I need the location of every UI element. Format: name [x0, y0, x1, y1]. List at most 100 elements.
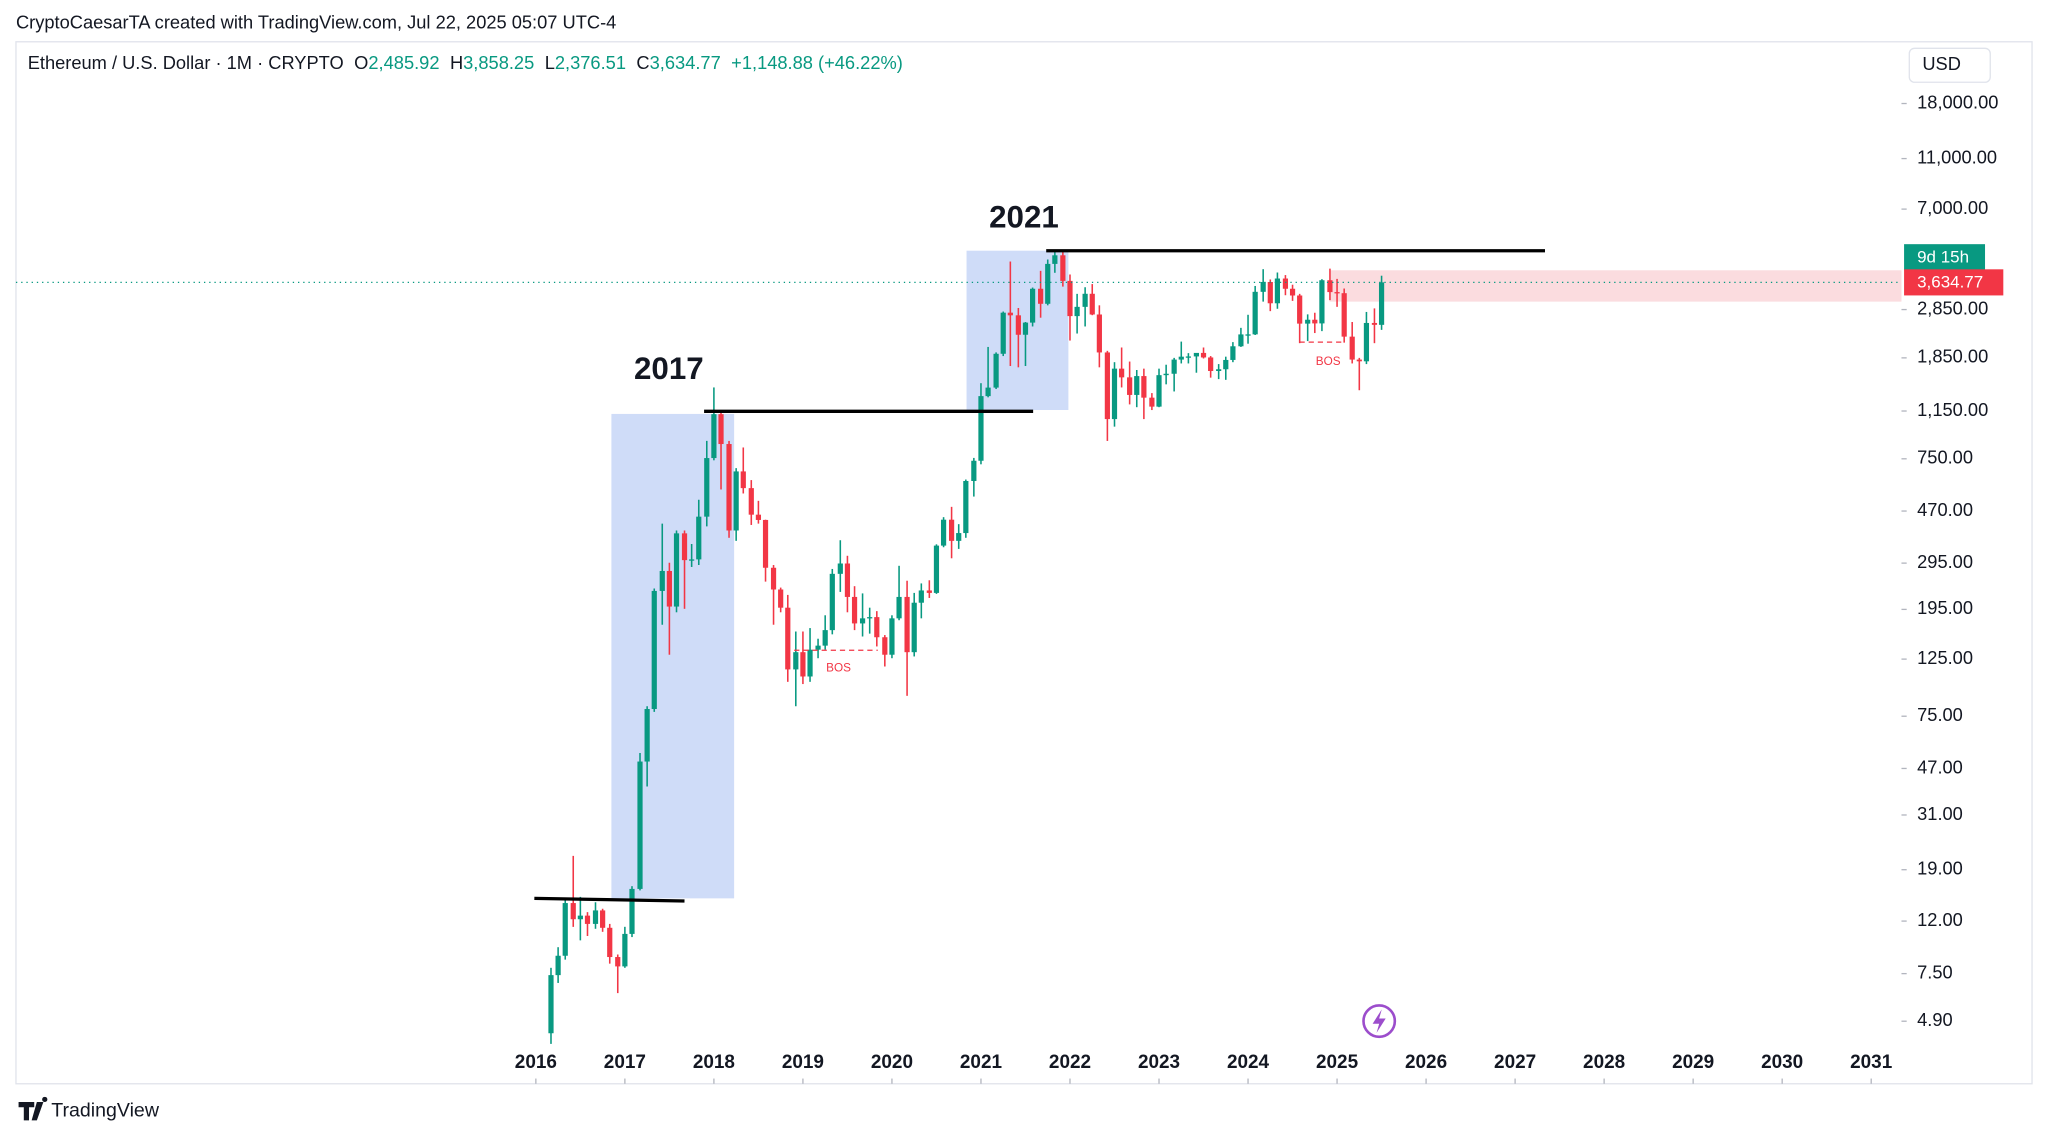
- x-tick-label: 2018: [693, 1052, 735, 1073]
- candle-body: [1252, 291, 1258, 335]
- candle-body: [985, 387, 991, 397]
- x-tick-label: 2025: [1316, 1052, 1358, 1073]
- candle-body: [793, 652, 799, 670]
- assistant-icon-bolt: [1372, 1009, 1386, 1033]
- x-tick-label: 2030: [1761, 1052, 1803, 1073]
- candle-body: [726, 444, 732, 531]
- candle-body: [829, 573, 835, 631]
- change: +1,148.88 (+46.22%): [731, 52, 903, 73]
- candle-body: [785, 607, 791, 670]
- x-tick-label: 2017: [604, 1052, 646, 1073]
- candle-body: [859, 618, 866, 624]
- candle-body: [1134, 376, 1140, 395]
- candle-body: [918, 590, 924, 603]
- candle-body: [1156, 375, 1162, 407]
- candle-body: [1074, 306, 1080, 317]
- y-tick-label: 7,000.00: [1917, 197, 1988, 218]
- candle-body: [800, 652, 806, 677]
- candle-body: [607, 927, 613, 958]
- candle-body: [807, 649, 813, 677]
- candle-body: [837, 563, 843, 574]
- x-tick-label: 2016: [515, 1052, 557, 1073]
- candle-body: [1052, 255, 1058, 264]
- candle-body: [815, 645, 821, 650]
- x-tick-label: 2029: [1672, 1052, 1714, 1073]
- candle-body: [592, 910, 599, 924]
- candle-body: [1200, 352, 1207, 358]
- candle-body: [1193, 352, 1199, 357]
- low-value: 2,376.51: [555, 52, 626, 73]
- candle-body: [1223, 359, 1229, 370]
- cycle-box-2017: [611, 413, 735, 899]
- cycle-label: 2021: [989, 200, 1059, 235]
- y-tick-label: 125.00: [1917, 647, 1973, 668]
- candle-body: [1045, 263, 1051, 304]
- candle-body: [1163, 373, 1169, 376]
- candle-body: [940, 519, 947, 546]
- candle-body: [1015, 315, 1021, 335]
- y-tick-label: 31.00: [1917, 803, 1963, 824]
- candle-body: [673, 533, 680, 607]
- bos-label: BOS: [826, 662, 851, 675]
- candle-body: [1267, 281, 1273, 304]
- candle-body: [762, 519, 769, 568]
- candle-body: [562, 903, 568, 956]
- candle-body: [1141, 376, 1147, 398]
- candle-body: [659, 570, 665, 591]
- last-price-label: 3,634.77: [1917, 273, 1983, 292]
- candle-body: [1149, 397, 1155, 407]
- candle-body: [1378, 282, 1385, 325]
- y-tick-label: 75.00: [1917, 704, 1963, 725]
- resistance-zone: [1329, 270, 1902, 302]
- x-tick-label: 2028: [1583, 1052, 1625, 1073]
- y-tick-label: 7.50: [1917, 961, 1953, 982]
- countdown: 9d 15h: [1917, 247, 1969, 266]
- candle-body: [948, 519, 955, 541]
- candle-body: [822, 630, 828, 646]
- y-tick-label: 12.00: [1917, 909, 1963, 930]
- candle-body: [1349, 336, 1355, 360]
- candle-body: [874, 617, 880, 638]
- candle-body: [644, 708, 650, 762]
- currency[interactable]: USD: [1922, 53, 1961, 74]
- currency-button[interactable]: [1908, 47, 1991, 83]
- candle-body: [1312, 319, 1318, 324]
- candle-body: [748, 488, 754, 515]
- candle-body: [1363, 322, 1370, 362]
- candle-body: [1282, 278, 1289, 289]
- candle-body: [584, 915, 591, 924]
- y-tick-label: 750.00: [1917, 447, 1973, 468]
- candle-body: [733, 471, 739, 531]
- candle-body: [555, 955, 561, 976]
- symbol: Ethereum / U.S. Dollar · 1M · CRYPTO: [28, 52, 344, 73]
- candle-body: [993, 353, 999, 388]
- y-tick-label: 11,000.00: [1917, 146, 1997, 167]
- open-value: 2,485.92: [368, 52, 439, 73]
- y-tick-label: 1,850.00: [1917, 346, 1988, 367]
- candle-body: [1245, 334, 1251, 336]
- candle-body: [1007, 312, 1013, 316]
- candle-body: [1216, 369, 1222, 372]
- candle-body: [577, 915, 583, 920]
- y-tick-label: 195.00: [1917, 597, 1973, 618]
- candle-body: [1341, 293, 1347, 337]
- assistant-icon[interactable]: [1362, 1004, 1397, 1039]
- y-tick-label: 2,850.00: [1917, 297, 1988, 318]
- candle-body: [1260, 281, 1266, 292]
- candle-body: [1289, 288, 1296, 296]
- candle-body: [904, 596, 910, 653]
- candle-body: [844, 563, 851, 597]
- footer-brand: TradingView: [51, 1099, 160, 1121]
- candle-body: [1082, 293, 1088, 307]
- x-tick-label: 2023: [1138, 1052, 1180, 1073]
- candle-body: [1297, 295, 1303, 324]
- candle-body: [1060, 255, 1066, 281]
- candle-body: [711, 414, 717, 459]
- candle-body: [1171, 359, 1177, 374]
- candle-body: [1356, 359, 1362, 362]
- candle-body: [666, 570, 672, 607]
- chart-frame: [15, 41, 2033, 1085]
- candle-body: [1104, 352, 1110, 420]
